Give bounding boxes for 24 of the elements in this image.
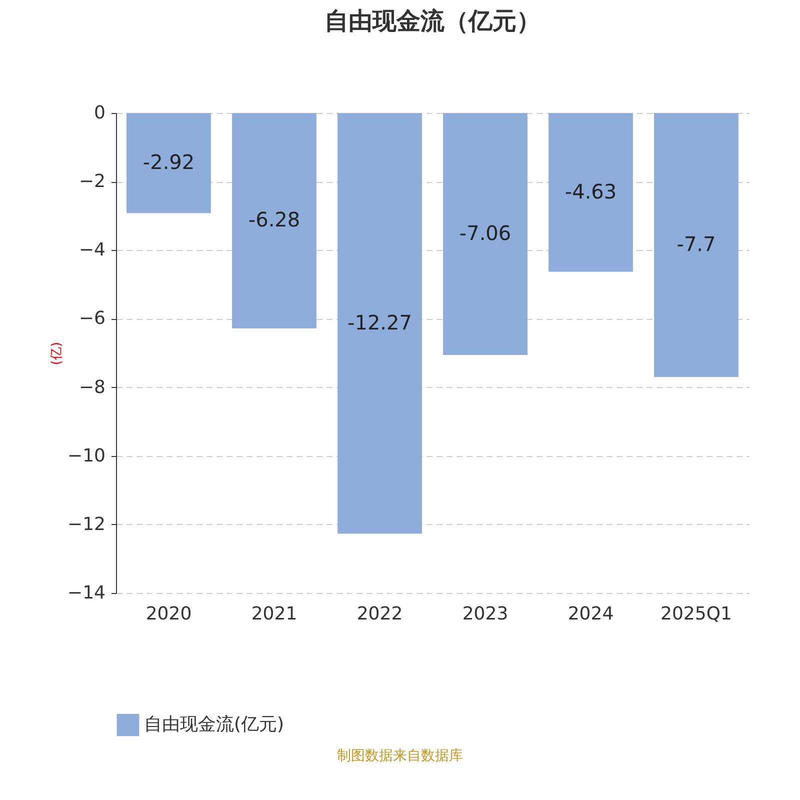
y-tick-label: −10 bbox=[68, 445, 106, 466]
x-tick-label: 2025Q1 bbox=[660, 604, 732, 624]
y-tick-label: −6 bbox=[78, 308, 106, 330]
y-axis-title: (亿) bbox=[50, 342, 65, 366]
y-tick-label: −12 bbox=[68, 514, 106, 535]
data-label: -2.92 bbox=[142, 150, 195, 174]
x-tick-label: 2023 bbox=[462, 604, 508, 624]
data-label: -4.63 bbox=[564, 179, 617, 204]
y-tick-label: −8 bbox=[78, 376, 106, 398]
legend-label: 自由现金流(亿元) bbox=[144, 714, 284, 735]
data-label: -12.27 bbox=[348, 310, 412, 334]
chart-title: 自由现金流（亿元） bbox=[324, 7, 540, 35]
x-tick-label: 2021 bbox=[251, 604, 298, 624]
y-tick-label: −4 bbox=[78, 240, 106, 261]
data-label: -6.28 bbox=[248, 208, 300, 232]
x-tick-label: 2022 bbox=[356, 604, 403, 624]
x-tick-label: 2020 bbox=[146, 604, 192, 624]
y-tick-label: −14 bbox=[68, 582, 106, 604]
data-label: -7.7 bbox=[676, 232, 716, 256]
text: 制图数据来自数据库 bbox=[336, 747, 464, 765]
data-label: -7.06 bbox=[459, 221, 512, 246]
y-tick-label: −2 bbox=[78, 171, 106, 192]
y-tick-label: 0 bbox=[94, 102, 106, 124]
x-tick-label: 2024 bbox=[568, 604, 614, 624]
